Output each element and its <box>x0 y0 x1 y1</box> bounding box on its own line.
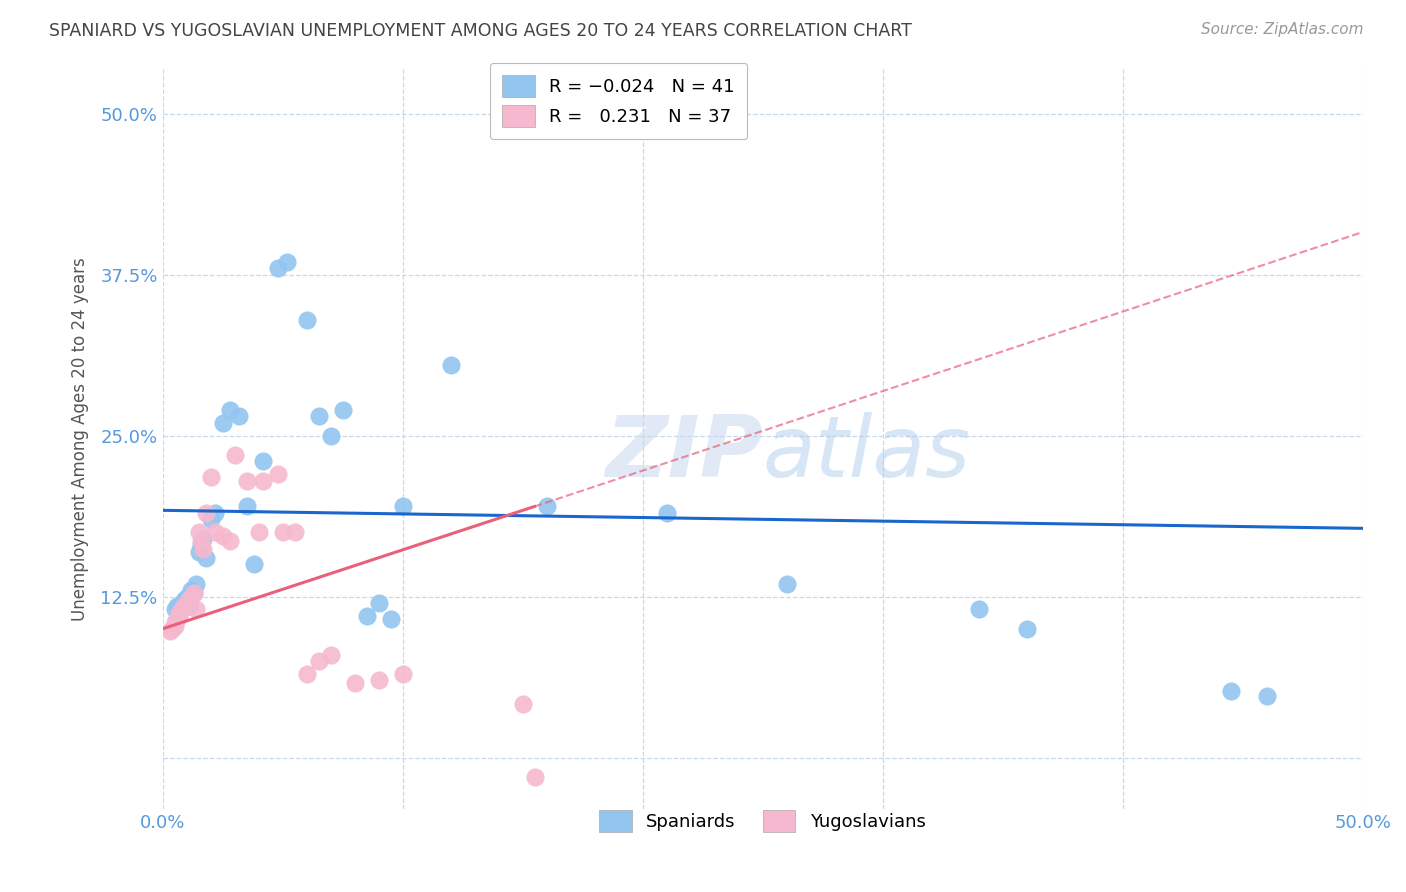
Legend: Spaniards, Yugoslavians: Spaniards, Yugoslavians <box>586 797 938 845</box>
Point <box>170 596 193 610</box>
Point <box>204 525 226 540</box>
Point <box>380 611 402 625</box>
Point <box>159 624 181 639</box>
Point <box>183 586 205 600</box>
Point <box>173 599 195 613</box>
Point <box>163 619 186 633</box>
Point <box>186 602 208 616</box>
Point <box>967 602 990 616</box>
Point <box>655 506 678 520</box>
Point <box>1015 622 1038 636</box>
Point <box>536 500 558 514</box>
Point <box>1256 689 1278 703</box>
Point <box>169 609 191 624</box>
Point <box>170 602 193 616</box>
Point <box>252 474 274 488</box>
Point <box>173 593 195 607</box>
Point <box>308 409 330 424</box>
Point <box>166 611 188 625</box>
Point <box>160 622 183 636</box>
Point <box>211 416 233 430</box>
Text: Source: ZipAtlas.com: Source: ZipAtlas.com <box>1201 22 1364 37</box>
Point <box>235 500 257 514</box>
Point <box>367 673 389 688</box>
Point <box>211 529 233 543</box>
Point <box>218 534 240 549</box>
Point <box>252 454 274 468</box>
Point <box>439 358 461 372</box>
Point <box>180 583 202 598</box>
Point <box>235 474 257 488</box>
Point <box>193 532 215 546</box>
Point <box>523 770 546 784</box>
Point <box>224 448 246 462</box>
Point <box>169 607 191 621</box>
Point <box>243 558 266 572</box>
Point <box>228 409 250 424</box>
Point <box>332 402 354 417</box>
Point <box>200 470 222 484</box>
Point <box>308 654 330 668</box>
Point <box>1219 683 1241 698</box>
Point <box>271 525 294 540</box>
Point <box>391 500 413 514</box>
Point <box>200 512 222 526</box>
Point <box>295 666 318 681</box>
Point <box>194 506 217 520</box>
Point <box>247 525 270 540</box>
Point <box>356 609 378 624</box>
Text: SPANIARD VS YUGOSLAVIAN UNEMPLOYMENT AMONG AGES 20 TO 24 YEARS CORRELATION CHART: SPANIARD VS YUGOSLAVIAN UNEMPLOYMENT AMO… <box>49 22 912 40</box>
Point <box>319 428 342 442</box>
Point <box>276 254 298 268</box>
Point <box>187 525 209 540</box>
Point <box>169 607 191 621</box>
Point <box>176 590 198 604</box>
Point <box>267 261 290 276</box>
Point <box>367 596 389 610</box>
Point <box>193 541 215 556</box>
Text: ZIP: ZIP <box>605 412 762 495</box>
Point <box>190 538 212 552</box>
Point <box>194 551 217 566</box>
Point <box>170 599 193 614</box>
Point <box>343 676 366 690</box>
Point <box>176 596 198 610</box>
Point <box>775 576 797 591</box>
Point <box>295 312 318 326</box>
Text: atlas: atlas <box>762 412 970 495</box>
Point <box>163 615 186 630</box>
Point <box>183 586 205 600</box>
Point <box>180 590 202 604</box>
Point <box>391 666 413 681</box>
Point <box>512 697 534 711</box>
Point <box>204 506 226 520</box>
Y-axis label: Unemployment Among Ages 20 to 24 years: Unemployment Among Ages 20 to 24 years <box>72 257 89 621</box>
Point <box>177 599 200 613</box>
Point <box>177 593 200 607</box>
Point <box>190 534 212 549</box>
Point <box>187 544 209 558</box>
Point <box>163 602 186 616</box>
Point <box>186 576 208 591</box>
Point <box>319 648 342 662</box>
Point <box>218 402 240 417</box>
Point <box>166 599 188 613</box>
Point <box>284 525 307 540</box>
Point <box>267 467 290 482</box>
